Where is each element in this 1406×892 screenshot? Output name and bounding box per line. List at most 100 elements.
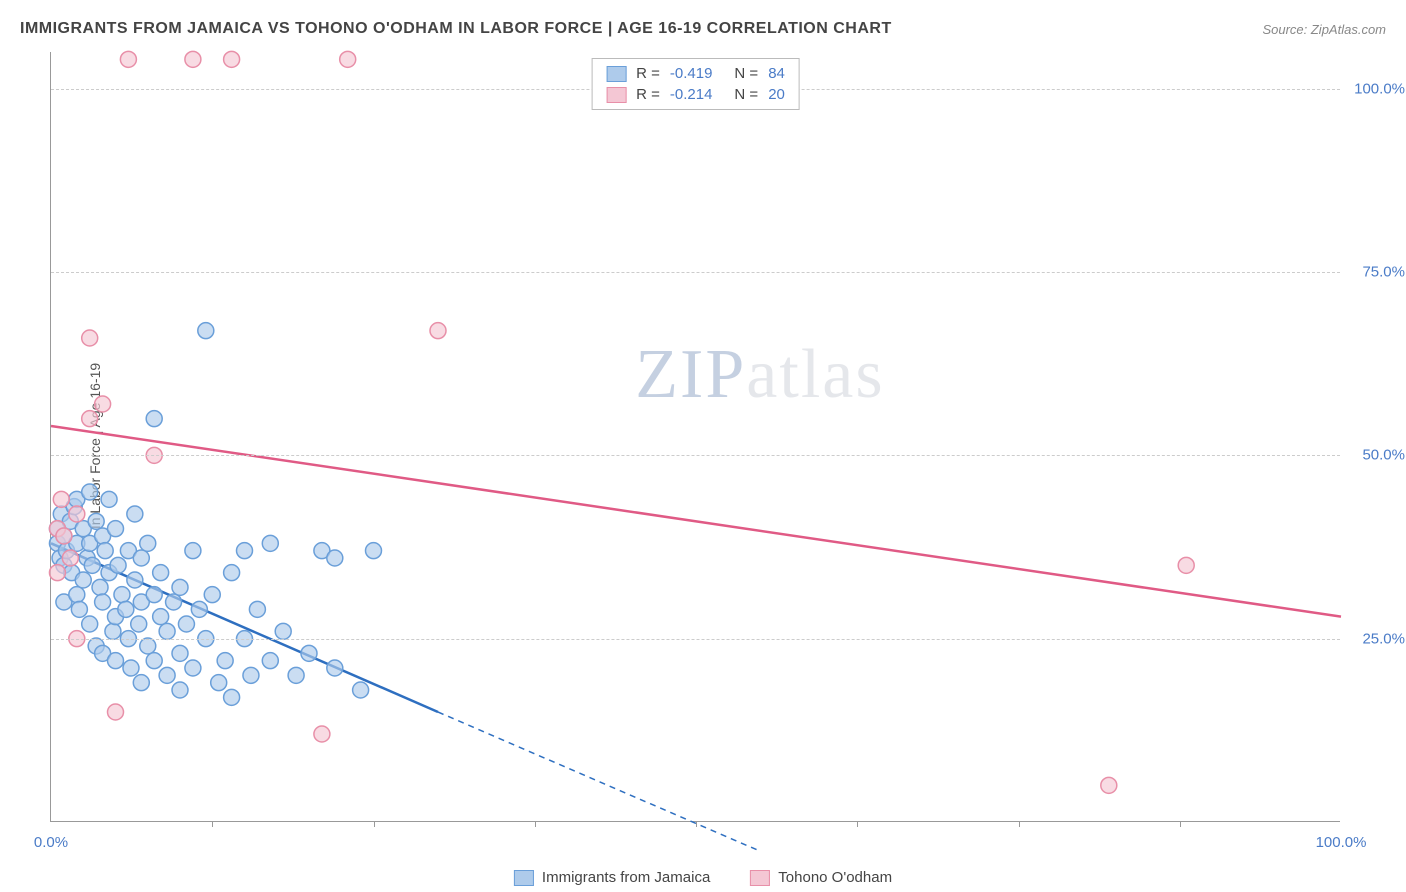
n-value: 84 xyxy=(768,65,785,82)
data-point-jamaica xyxy=(108,653,124,669)
data-point-tohono xyxy=(82,411,98,427)
data-point-jamaica xyxy=(224,689,240,705)
y-tick-label: 25.0% xyxy=(1345,630,1405,647)
x-tick-mark xyxy=(1019,821,1020,827)
data-point-jamaica xyxy=(185,543,201,559)
series-legend: Immigrants from Jamaica Tohono O'odham xyxy=(514,869,892,886)
data-point-tohono xyxy=(1178,557,1194,573)
data-point-tohono xyxy=(49,565,65,581)
data-point-jamaica xyxy=(118,601,134,617)
data-point-jamaica xyxy=(82,616,98,632)
data-point-jamaica xyxy=(185,660,201,676)
data-point-jamaica xyxy=(131,616,147,632)
r-value: -0.214 xyxy=(670,86,713,103)
data-point-jamaica xyxy=(224,565,240,581)
x-tick-mark xyxy=(374,821,375,827)
data-point-jamaica xyxy=(114,587,130,603)
data-point-jamaica xyxy=(110,557,126,573)
data-point-jamaica xyxy=(191,601,207,617)
chart-plot-area: ZIPatlas R = -0.419N = 84R = -0.214N = 2… xyxy=(50,52,1340,822)
data-point-jamaica xyxy=(127,572,143,588)
scatter-svg xyxy=(51,52,1340,821)
data-point-jamaica xyxy=(262,535,278,551)
swatch-jamaica xyxy=(606,66,626,82)
grid-line xyxy=(51,639,1340,640)
data-point-jamaica xyxy=(301,645,317,661)
data-point-tohono xyxy=(224,51,240,67)
data-point-tohono xyxy=(82,330,98,346)
data-point-jamaica xyxy=(327,550,343,566)
data-point-jamaica xyxy=(172,682,188,698)
data-point-jamaica xyxy=(69,587,85,603)
data-point-jamaica xyxy=(146,411,162,427)
data-point-jamaica xyxy=(249,601,265,617)
legend-label: Tohono O'odham xyxy=(778,869,892,886)
data-point-tohono xyxy=(1101,777,1117,793)
data-point-jamaica xyxy=(172,645,188,661)
data-point-tohono xyxy=(69,506,85,522)
legend-item-jamaica: Immigrants from Jamaica xyxy=(514,869,710,886)
data-point-jamaica xyxy=(217,653,233,669)
data-point-jamaica xyxy=(133,550,149,566)
data-point-jamaica xyxy=(159,623,175,639)
grid-line xyxy=(51,272,1340,273)
data-point-jamaica xyxy=(262,653,278,669)
swatch-tohono xyxy=(750,870,770,886)
x-tick-mark xyxy=(696,821,697,827)
data-point-jamaica xyxy=(288,667,304,683)
data-point-jamaica xyxy=(105,623,121,639)
data-point-jamaica xyxy=(108,521,124,537)
data-point-jamaica xyxy=(172,579,188,595)
x-tick-mark xyxy=(212,821,213,827)
data-point-jamaica xyxy=(140,535,156,551)
data-point-jamaica xyxy=(92,579,108,595)
data-point-jamaica xyxy=(75,572,91,588)
data-point-tohono xyxy=(314,726,330,742)
data-point-tohono xyxy=(185,51,201,67)
x-tick-label: 100.0% xyxy=(1316,834,1367,851)
data-point-jamaica xyxy=(353,682,369,698)
r-value: -0.419 xyxy=(670,65,713,82)
data-point-jamaica xyxy=(127,506,143,522)
data-point-jamaica xyxy=(166,594,182,610)
source-label: Source: ZipAtlas.com xyxy=(1262,22,1386,37)
data-point-tohono xyxy=(340,51,356,67)
data-point-jamaica xyxy=(133,675,149,691)
data-point-jamaica xyxy=(95,594,111,610)
n-label: N = xyxy=(734,65,758,82)
n-value: 20 xyxy=(768,86,785,103)
data-point-tohono xyxy=(95,396,111,412)
correlation-legend: R = -0.419N = 84R = -0.214N = 20 xyxy=(591,58,800,110)
y-tick-label: 50.0% xyxy=(1345,447,1405,464)
data-point-jamaica xyxy=(211,675,227,691)
data-point-jamaica xyxy=(84,557,100,573)
data-point-tohono xyxy=(53,491,69,507)
data-point-jamaica xyxy=(146,587,162,603)
data-point-tohono xyxy=(56,528,72,544)
data-point-jamaica xyxy=(237,543,253,559)
data-point-jamaica xyxy=(88,513,104,529)
legend-label: Immigrants from Jamaica xyxy=(542,869,710,886)
data-point-jamaica xyxy=(153,609,169,625)
y-tick-label: 75.0% xyxy=(1345,264,1405,281)
data-point-jamaica xyxy=(123,660,139,676)
data-point-jamaica xyxy=(243,667,259,683)
correlation-row-jamaica: R = -0.419 N = 84 xyxy=(606,65,785,82)
x-tick-mark xyxy=(535,821,536,827)
legend-item-tohono: Tohono O'odham xyxy=(750,869,892,886)
data-point-jamaica xyxy=(71,601,87,617)
r-label: R = xyxy=(636,86,660,103)
data-point-jamaica xyxy=(101,491,117,507)
data-point-jamaica xyxy=(178,616,194,632)
chart-title: IMMIGRANTS FROM JAMAICA VS TOHONO O'ODHA… xyxy=(20,20,892,38)
swatch-jamaica xyxy=(514,870,534,886)
x-tick-mark xyxy=(857,821,858,827)
data-point-jamaica xyxy=(140,638,156,654)
data-point-jamaica xyxy=(159,667,175,683)
data-point-jamaica xyxy=(327,660,343,676)
data-point-jamaica xyxy=(82,484,98,500)
r-label: R = xyxy=(636,65,660,82)
data-point-tohono xyxy=(62,550,78,566)
data-point-jamaica xyxy=(275,623,291,639)
data-point-tohono xyxy=(120,51,136,67)
